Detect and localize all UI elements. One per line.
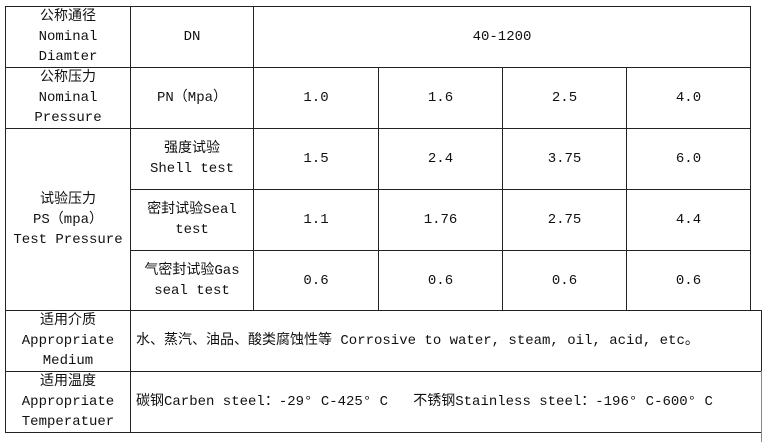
label-cn: 气密封试验Gas xyxy=(144,262,240,279)
divider xyxy=(761,371,762,442)
pn-value: 2.5 xyxy=(502,67,627,129)
shell-test-label: 强度试验 Shell test xyxy=(130,128,254,190)
seal-value: 4.4 xyxy=(626,189,751,251)
pn-param: PN（Mpa） xyxy=(130,67,254,129)
label-cn: 密封试验Seal xyxy=(147,202,237,218)
label-en: Shell test xyxy=(149,161,234,177)
label-cn: 试验压力 xyxy=(40,191,96,208)
label-cn: 适用温度 xyxy=(40,374,96,390)
label-cn: 强度试验 xyxy=(164,141,220,157)
label-en: test xyxy=(175,222,209,238)
shell-value: 6.0 xyxy=(626,128,751,190)
medium-value: 水、蒸汽、油品、酸类腐蚀性等 Corrosive to water, steam… xyxy=(130,310,762,372)
shell-value: 1.5 xyxy=(253,128,379,190)
label-en: Nominal xyxy=(38,29,98,45)
temperature-value: 碳钢Carben steel：-29° C-425° C 不锈钢Stainles… xyxy=(130,371,762,433)
label-en: Temperatuer xyxy=(21,414,115,430)
medium-label: 适用介质 Appropriate Medium xyxy=(5,310,131,372)
gas-value: 0.6 xyxy=(626,250,751,311)
dn-param: DN xyxy=(130,6,254,68)
label-en: Pressure xyxy=(34,110,102,126)
label-cn: 适用介质 xyxy=(40,313,96,329)
label-cn: 公称压力 xyxy=(40,70,96,86)
gas-value: 0.6 xyxy=(253,250,379,311)
label-en: Appropriate xyxy=(21,394,115,410)
temperature-label: 适用温度 Appropriate Temperatuer xyxy=(5,371,131,433)
seal-value: 1.1 xyxy=(253,189,379,251)
label-cn: 公称通径 xyxy=(40,9,96,25)
test-pressure-label: 试验压力 PS（mpa） Test Pressure xyxy=(5,128,131,311)
pn-value: 1.0 xyxy=(253,67,379,129)
gas-value: 0.6 xyxy=(378,250,503,311)
label-en: Appropriate xyxy=(21,333,115,349)
pn-value: 4.0 xyxy=(626,67,751,129)
label-en: seal test xyxy=(154,282,230,299)
pn-value: 1.6 xyxy=(378,67,503,129)
label-unit: PS（mpa） xyxy=(32,211,103,228)
dn-value: 40-1200 xyxy=(253,6,751,68)
seal-value: 1.76 xyxy=(378,189,503,251)
label-en: Diamter xyxy=(38,49,98,65)
seal-test-label: 密封试验Seal test xyxy=(130,189,254,251)
shell-value: 2.4 xyxy=(378,128,503,190)
seal-value: 2.75 xyxy=(502,189,627,251)
gas-seal-test-label: 气密封试验Gas seal test xyxy=(130,250,254,311)
shell-value: 3.75 xyxy=(502,128,627,190)
nominal-diameter-label: 公称通径 Nominal Diamter xyxy=(5,6,131,68)
label-en: Medium xyxy=(42,353,94,369)
gas-value: 0.6 xyxy=(502,250,627,311)
label-en: Nominal xyxy=(38,90,98,106)
nominal-pressure-label: 公称压力 Nominal Pressure xyxy=(5,67,131,129)
label-en: Test Pressure xyxy=(13,231,123,248)
